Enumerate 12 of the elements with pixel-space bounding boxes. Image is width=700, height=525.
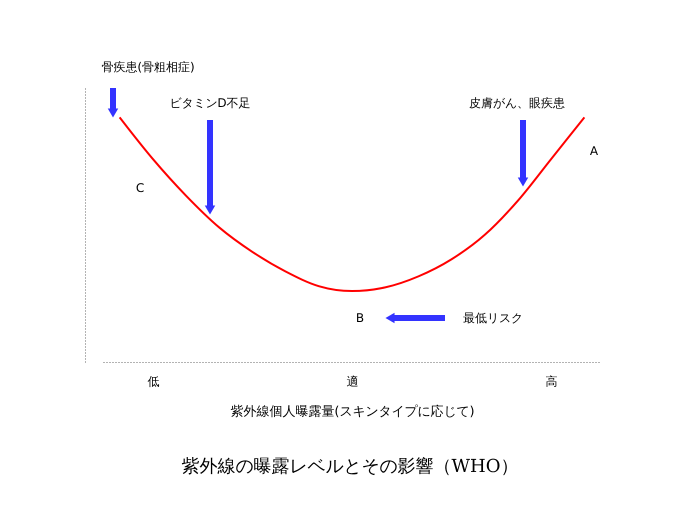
x-tick-label: 高: [546, 374, 558, 388]
x-tick-label: 適: [346, 374, 358, 388]
text: 骨疾患(骨粗相症): [101, 60, 195, 74]
annotation: A: [590, 144, 599, 158]
x-axis-title: 紫外線個人曝露量(スキンタイプに応じて): [230, 404, 475, 420]
text: 紫外線の曝露レベルとその影響（WHO）: [182, 456, 518, 477]
x-tick-label: 低: [147, 374, 160, 388]
text: ビタミンD不足: [169, 96, 251, 110]
annotation: C: [136, 181, 144, 195]
annotation: 最低リスク: [463, 311, 523, 325]
annotation: B: [356, 311, 364, 325]
text: 皮膚がん、眼疾患: [469, 96, 565, 110]
